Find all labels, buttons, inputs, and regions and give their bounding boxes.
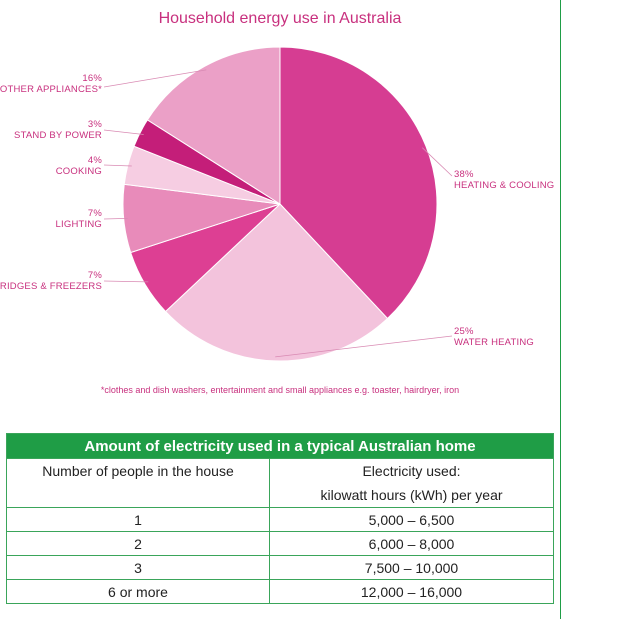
name-lighting: LIGHTING	[55, 219, 102, 230]
label-other-appliances: 16% OTHER APPLIANCES*	[0, 73, 102, 95]
leader-line-water-heating	[275, 335, 453, 358]
people-cell: 2	[6, 531, 270, 556]
table-title: Amount of electricity used in a typical …	[6, 433, 554, 459]
slice-water-heating	[164, 203, 389, 362]
label-fridges-freezers: 7% FRIDGES & FREEZERS	[0, 270, 102, 292]
pie-chart	[103, 46, 453, 362]
leader-line-other-appliances	[103, 69, 207, 88]
leader-line-cooking	[103, 164, 132, 167]
kwh-cell: 12,000 – 16,000	[269, 579, 554, 604]
col-header-electricity: Electricity used:	[269, 458, 554, 483]
col-header-people: Number of people in the house	[6, 458, 270, 483]
people-cell: 6 or more	[6, 579, 270, 604]
pct-other-appliances: 16%	[82, 73, 102, 84]
label-water-heating: 25% WATER HEATING	[454, 326, 534, 348]
frame-border-line	[560, 0, 561, 619]
leader-line-stand-by-power	[103, 129, 144, 135]
slice-other-appliances	[146, 46, 281, 205]
kwh-cell: 6,000 – 8,000	[269, 531, 554, 556]
chart-footnote: *clothes and dish washers, entertainment…	[100, 385, 460, 395]
kwh-cell: 5,000 – 6,500	[269, 507, 554, 532]
slice-heating-cooling	[279, 46, 438, 320]
label-lighting: 7% LIGHTING	[56, 208, 102, 230]
label-stand-by-power: 3% STAND BY POWER	[14, 119, 102, 141]
col-header-units: kilowatt hours (kWh) per year	[269, 483, 554, 508]
name-heating-cooling: HEATING & COOLING	[454, 180, 555, 191]
table-row: 1 5,000 – 6,500	[6, 507, 554, 532]
pct-lighting: 7%	[87, 208, 102, 219]
pct-heating-cooling: 38%	[454, 169, 474, 180]
leader-line-heating-cooling	[422, 147, 453, 177]
pct-water-heating: 25%	[454, 326, 474, 337]
table-row: 6 or more 12,000 – 16,000	[6, 579, 554, 604]
name-fridges-freezers: FRIDGES & FREEZERS	[0, 281, 102, 292]
label-cooking: 4% COOKING	[56, 155, 102, 177]
table-row: 3 7,500 – 10,000	[6, 555, 554, 580]
people-cell: 3	[6, 555, 270, 580]
name-water-heating: WATER HEATING	[454, 337, 535, 348]
leader-line-fridges-freezers	[103, 280, 149, 283]
col-header-people-spacer	[6, 483, 270, 508]
pct-stand-by-power: 3%	[87, 119, 102, 130]
pct-fridges-freezers: 7%	[87, 270, 102, 281]
kwh-cell: 7,500 – 10,000	[269, 555, 554, 580]
leader-line-lighting	[103, 218, 128, 220]
label-heating-cooling: 38% HEATING & COOLING	[454, 169, 554, 191]
name-stand-by-power: STAND BY POWER	[14, 130, 102, 141]
chart-title: Household energy use in Australia	[158, 10, 402, 27]
table-row: 2 6,000 – 8,000	[6, 531, 554, 556]
name-cooking: COOKING	[55, 166, 102, 177]
name-other-appliances: OTHER APPLIANCES*	[0, 84, 102, 95]
pct-cooking: 4%	[87, 155, 102, 166]
people-cell: 1	[6, 507, 270, 532]
electricity-table: Amount of electricity used in a typical …	[6, 433, 554, 604]
